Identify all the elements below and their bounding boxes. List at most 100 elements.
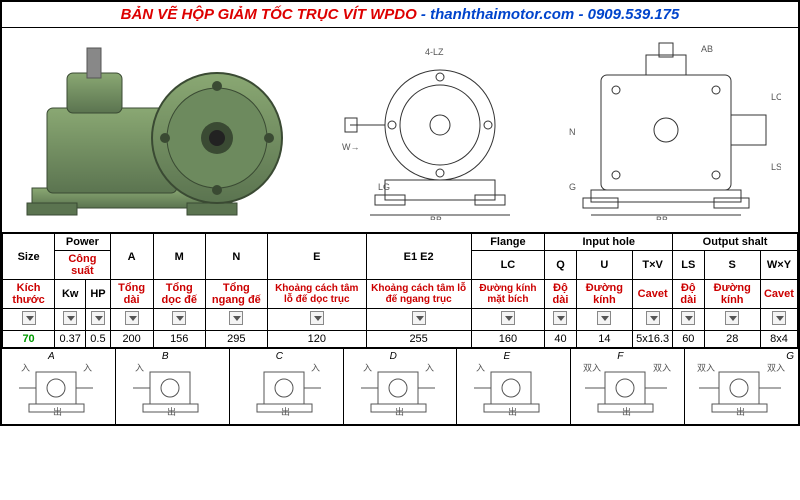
config-label: E (503, 351, 510, 362)
col-u: U (576, 251, 632, 280)
config-icon: 入 入 出 (353, 357, 448, 417)
filter-icon[interactable] (681, 311, 695, 325)
title-prefix: BẢN VẼ HỘP GIẢM TỐC TRỤC VÍT WPDO (121, 6, 417, 23)
cell-size: 70 (3, 331, 55, 348)
cell-n: 295 (205, 331, 267, 348)
sub-do-dai-2: Độ dài (673, 280, 704, 309)
cell-tv: 5x16.3 (633, 331, 673, 348)
svg-text:4-LZ: 4-LZ (425, 47, 444, 57)
svg-text:入: 入 (363, 363, 372, 373)
sub-duong-kinh-1: Đường kính (576, 280, 632, 309)
svg-text:入: 入 (425, 363, 434, 373)
sub-kich-thuoc: Kích thước (3, 280, 55, 309)
sub-kw: Kw (55, 280, 86, 309)
product-photo (2, 28, 312, 232)
filter-icon[interactable] (412, 311, 426, 325)
col-flange: Flange (471, 234, 545, 251)
filter-icon[interactable] (725, 311, 739, 325)
filter-icon[interactable] (597, 311, 611, 325)
filter-icon[interactable] (553, 311, 567, 325)
config-b: B 入出 (116, 349, 230, 424)
svg-text:双入: 双入 (583, 363, 601, 373)
config-a: A 入入 出 (2, 349, 116, 424)
config-f: F 双入 双入 出 (571, 349, 685, 424)
svg-text:双入: 双入 (767, 363, 785, 373)
col-s: S (704, 251, 760, 280)
svg-text:BB: BB (430, 215, 442, 220)
config-diagrams: A 入入 出 B 入出 C 入出 (2, 348, 798, 424)
filter-icon[interactable] (22, 311, 36, 325)
filter-icon[interactable] (772, 311, 786, 325)
sub-tong-dai: Tổng dài (110, 280, 153, 309)
svg-text:双入: 双入 (653, 363, 671, 373)
col-ls: LS (673, 251, 704, 280)
filter-icon[interactable] (501, 311, 515, 325)
svg-text:LC: LC (771, 92, 781, 102)
sub-tong-doc: Tổng dọc đế (153, 280, 205, 309)
col-size: Size (3, 234, 55, 280)
filter-row (3, 309, 798, 331)
col-tv: T×V (633, 251, 673, 280)
col-n: N (205, 234, 267, 280)
cell-wy: 8x4 (760, 331, 797, 348)
config-icon: 入出 (239, 357, 334, 417)
sub-cong-suat: Công suất (55, 251, 111, 280)
svg-text:出: 出 (167, 406, 176, 417)
document-frame: BẢN VẼ HỘP GIẢM TỐC TRỤC VÍT WPDO - than… (0, 0, 800, 426)
config-icon: 双入双入 出 (689, 357, 794, 417)
svg-text:入: 入 (135, 363, 144, 373)
config-icon: 入出 (466, 357, 561, 417)
filter-icon[interactable] (310, 311, 324, 325)
title-site: thanhthaimotor.com (430, 6, 574, 23)
filter-icon[interactable] (172, 311, 186, 325)
col-output-shaft: Output shalt (673, 234, 798, 251)
cell-lc: 160 (471, 331, 545, 348)
col-m: M (153, 234, 205, 280)
cell-m: 156 (153, 331, 205, 348)
filter-icon[interactable] (63, 311, 77, 325)
config-icon: 入出 (125, 357, 220, 417)
config-label: F (617, 351, 623, 362)
svg-text:LS×B: LS×B (771, 162, 781, 172)
filter-icon[interactable] (91, 311, 105, 325)
filter-icon[interactable] (125, 311, 139, 325)
svg-text:双入: 双入 (697, 363, 715, 373)
title-phone: 0909.539.175 (588, 6, 680, 23)
svg-text:AB: AB (701, 44, 713, 54)
technical-drawings: 4-LZ BB LG W→ BB AB LC (312, 28, 798, 232)
col-e: E (267, 234, 366, 280)
gearbox-icon (12, 38, 302, 223)
title-bar: BẢN VẼ HỘP GIẢM TỐC TRỤC VÍT WPDO - than… (2, 2, 798, 28)
config-e: E 入出 (457, 349, 571, 424)
svg-text:入: 入 (83, 363, 92, 373)
col-lc: LC (471, 251, 545, 280)
diagram-area: 4-LZ BB LG W→ BB AB LC (2, 28, 798, 233)
sub-duong-kinh-mb: Đường kính mặt bích (471, 280, 545, 309)
header-row-1: Size Power A M N E E1 E2 Flange Input ho… (3, 234, 798, 251)
filter-icon[interactable] (646, 311, 660, 325)
filter-icon[interactable] (229, 311, 243, 325)
svg-text:出: 出 (281, 406, 290, 417)
col-q: Q (545, 251, 576, 280)
title-sep1: - (421, 6, 430, 23)
svg-text:出: 出 (53, 406, 62, 417)
col-wy: W×Y (760, 251, 797, 280)
col-a: A (110, 234, 153, 280)
svg-text:出: 出 (622, 406, 631, 417)
svg-text:G: G (569, 182, 576, 192)
cell-q: 40 (545, 331, 576, 348)
title-sep2: - (578, 6, 587, 23)
config-icon: 入入 出 (11, 357, 106, 417)
cell-ls: 60 (673, 331, 704, 348)
cell-s: 28 (704, 331, 760, 348)
config-label: C (276, 351, 283, 362)
config-d: D 入入 出 (344, 349, 458, 424)
config-icon: 双入 双入 出 (575, 357, 680, 417)
sub-duong-kinh-2: Đường kính (704, 280, 760, 309)
svg-text:入: 入 (476, 363, 485, 373)
config-label: G (786, 351, 794, 362)
drawing-side-icon: BB AB LC LS×B N G (561, 40, 781, 220)
cell-e1e2: 255 (366, 331, 471, 348)
svg-text:出: 出 (395, 406, 404, 417)
config-g: G 双入双入 出 (685, 349, 798, 424)
